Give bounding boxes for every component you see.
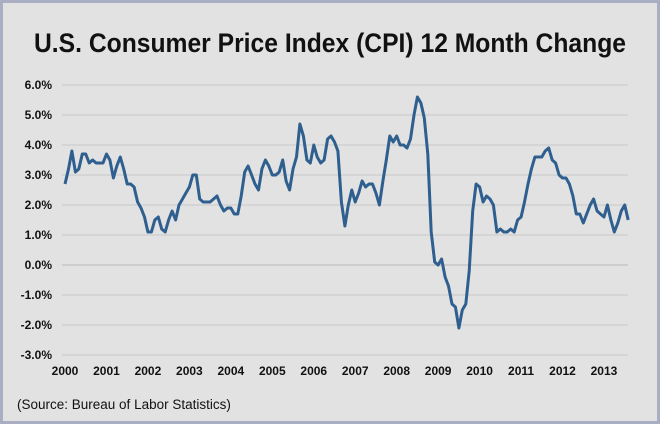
x-tick-label: 2010 — [466, 364, 493, 378]
x-tick-label: 2011 — [508, 364, 534, 378]
y-tick-label: -3.0% — [21, 348, 53, 362]
x-tick-label: 2002 — [135, 364, 162, 378]
x-tick-label: 2001 — [93, 364, 120, 378]
y-tick-label: -2.0% — [21, 318, 53, 332]
chart-title: U.S. Consumer Price Index (CPI) 12 Month… — [34, 28, 626, 58]
x-tick-label: 2000 — [52, 364, 79, 378]
y-tick-label: 2.0% — [25, 198, 53, 212]
x-tick-label: 2003 — [176, 364, 203, 378]
x-tick-label: 2007 — [342, 364, 369, 378]
y-tick-label: 3.0% — [25, 168, 53, 182]
y-tick-label: -1.0% — [21, 288, 53, 302]
series-line-cpi — [63, 95, 630, 330]
y-tick-label: 0.0% — [25, 258, 53, 272]
x-axis-ticks: 2000 2001 2002 2003 2004 2005 2006 2007 2008 2009… — [52, 364, 618, 378]
y-axis-ticks: 6.0% 5.0% 4.0% 3.0% 2.0% 1.0% 0.0% -1.0% -2.0% -3… — [21, 78, 53, 362]
gridlines — [62, 84, 628, 356]
x-tick-label: 2008 — [383, 364, 410, 378]
x-tick-label: 2006 — [300, 364, 327, 378]
y-tick-label: 6.0% — [25, 78, 53, 92]
x-tick-label: 2012 — [549, 364, 576, 378]
source-note: (Source: Bureau of Labor Statistics) — [17, 397, 231, 412]
x-tick-label: 2005 — [259, 364, 286, 378]
x-tick-label: 2004 — [217, 364, 244, 378]
y-tick-label: 4.0% — [25, 138, 53, 152]
x-tick-label: 2009 — [425, 364, 452, 378]
x-tick-label: 2013 — [591, 364, 618, 378]
y-tick-label: 1.0% — [25, 228, 53, 242]
y-tick-label: 5.0% — [25, 108, 53, 122]
